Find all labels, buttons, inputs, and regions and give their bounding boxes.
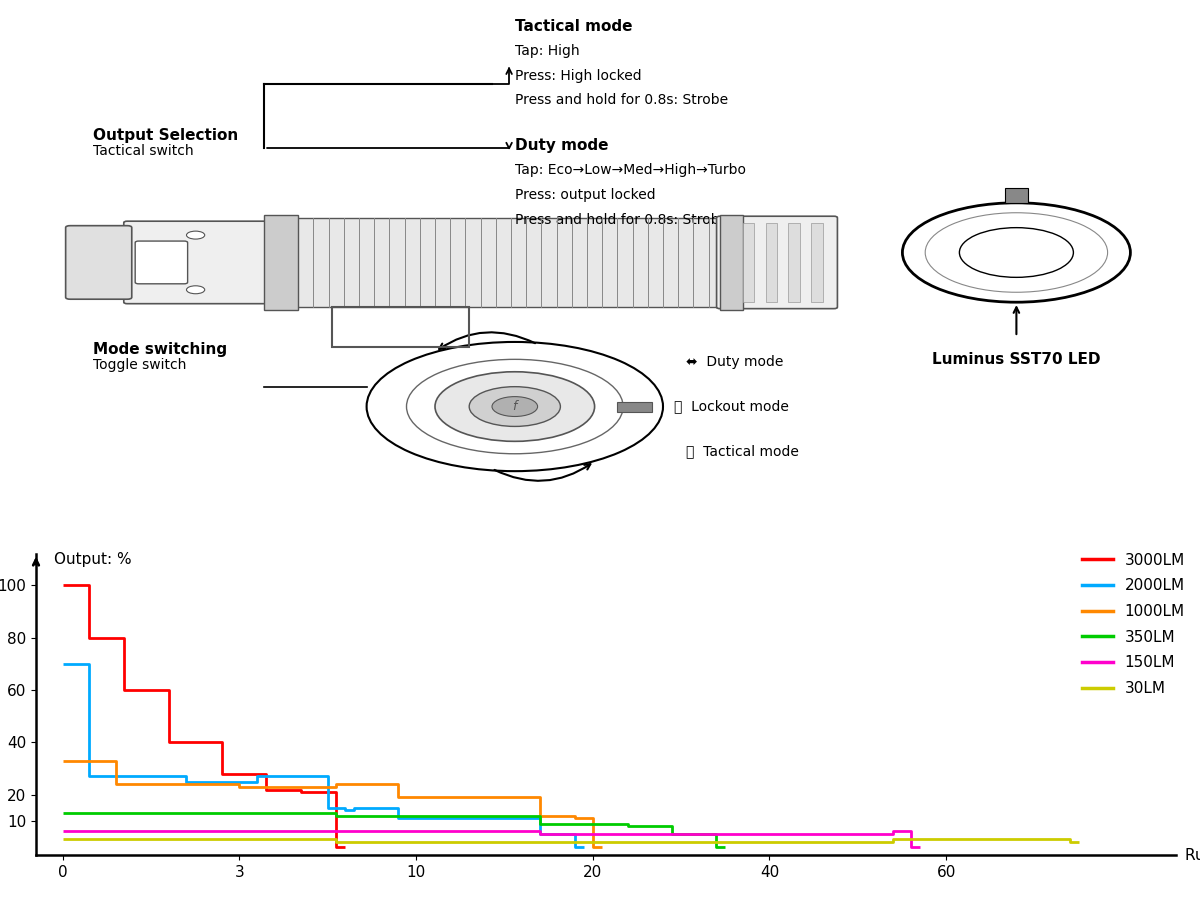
Text: Press: High locked: Press: High locked [515,68,642,83]
Text: Mode switching: Mode switching [94,342,227,357]
Text: ⌖  Tactical mode: ⌖ Tactical mode [686,445,799,458]
Text: Tactical switch: Tactical switch [94,144,193,158]
Text: Press: output locked: Press: output locked [515,188,655,202]
Bar [264,215,298,310]
FancyBboxPatch shape [124,221,290,303]
Text: Tap: High: Tap: High [515,44,580,58]
Text: Tap: Eco→Low→Med→High→Turbo: Tap: Eco→Low→Med→High→Turbo [515,163,746,177]
Bar [788,222,799,302]
Text: Runtime: Hours: Runtime: Hours [1184,848,1200,862]
FancyBboxPatch shape [136,241,187,284]
Legend: 3000LM, 2000LM, 1000LM, 350LM, 150LM, 30LM: 3000LM, 2000LM, 1000LM, 350LM, 150LM, 30… [1076,546,1192,702]
Text: Press and hold for 0.8s: Strobe: Press and hold for 0.8s: Strobe [515,212,728,227]
Text: Toggle switch: Toggle switch [94,358,186,372]
Circle shape [186,286,205,293]
Circle shape [469,387,560,427]
Text: Output Selection: Output Selection [94,128,239,143]
Circle shape [434,372,594,441]
Circle shape [186,231,205,239]
Bar [766,222,778,302]
Bar [1006,188,1027,202]
Bar [618,401,652,411]
Text: Press and hold for 0.8s: Strobe: Press and hold for 0.8s: Strobe [515,94,728,107]
Bar [720,215,743,310]
Text: 🔒  Lockout mode: 🔒 Lockout mode [674,400,790,414]
FancyBboxPatch shape [716,216,838,309]
Text: Output: %: Output: % [54,552,131,567]
Text: ⬌  Duty mode: ⬌ Duty mode [686,355,784,369]
Bar [811,222,823,302]
Bar [743,222,755,302]
FancyBboxPatch shape [66,226,132,299]
Text: Luminus SST70 LED: Luminus SST70 LED [932,352,1100,367]
Text: f: f [512,400,517,413]
Text: Tactical mode: Tactical mode [515,19,632,34]
Text: Duty mode: Duty mode [515,139,608,153]
Bar [287,218,720,307]
Circle shape [492,397,538,417]
